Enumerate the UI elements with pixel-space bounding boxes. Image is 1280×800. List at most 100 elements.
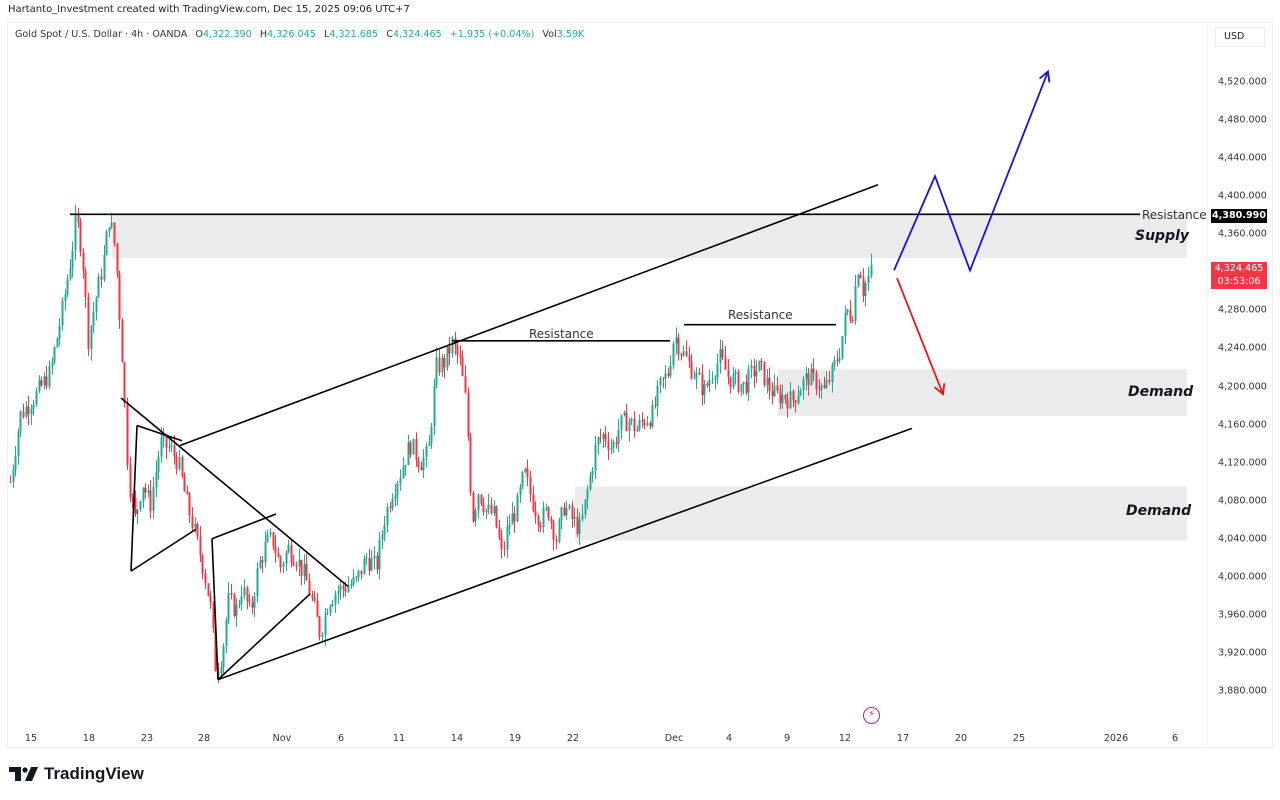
- candle-body: [807, 373, 810, 386]
- candle-body: [698, 372, 701, 375]
- candle-body: [818, 389, 821, 391]
- candle-body: [61, 300, 64, 326]
- candle-body: [144, 487, 147, 493]
- chart-credit: Hartanto_Investment created with Trading…: [8, 4, 410, 15]
- candle-body: [92, 311, 95, 327]
- candle-body: [116, 243, 119, 274]
- candle-body: [563, 507, 566, 516]
- price-tick: 3,960.000: [1218, 609, 1267, 621]
- candle-body: [45, 376, 48, 387]
- candle-body: [742, 381, 745, 385]
- candle-body: [103, 254, 106, 280]
- lightning-event-icon[interactable]: ⚡: [863, 707, 880, 724]
- change-value: +1.935 (+0.04%): [449, 29, 535, 40]
- candle-body: [638, 419, 641, 429]
- last-price: 4,324.465: [1214, 263, 1264, 274]
- candle-body: [214, 628, 217, 672]
- candle-body: [636, 428, 639, 432]
- candle-body: [355, 576, 358, 578]
- candle-body: [555, 539, 558, 542]
- symbol-name[interactable]: Gold Spot / U.S. Dollar · 4h · OANDA: [15, 29, 188, 40]
- candle-body: [565, 508, 568, 516]
- candle-body: [162, 434, 165, 438]
- candle-body: [376, 555, 379, 570]
- candle-body: [399, 477, 402, 484]
- candle-body: [378, 539, 381, 570]
- candle-body: [701, 374, 704, 396]
- price-tick: 3,920.000: [1218, 647, 1267, 659]
- candle-body: [672, 343, 675, 366]
- candle-body: [729, 376, 732, 388]
- candle-body: [727, 369, 730, 377]
- candle-body: [630, 418, 633, 422]
- candle-body: [870, 264, 873, 276]
- candle-body: [168, 446, 171, 448]
- time-tick: 15: [24, 733, 38, 744]
- candle-body: [147, 490, 150, 493]
- candle-body: [854, 286, 857, 322]
- candle-body: [25, 406, 28, 417]
- candle-body: [503, 548, 506, 550]
- candle-body: [758, 360, 761, 372]
- candle-body: [693, 378, 696, 380]
- candle-body: [591, 470, 594, 476]
- flag2-left-line: [211, 538, 219, 680]
- candle-body: [339, 585, 342, 592]
- candle-body: [274, 546, 277, 554]
- candle-body: [279, 557, 282, 568]
- candle-body: [695, 372, 698, 379]
- candle-body: [251, 602, 254, 608]
- time-tick: 6: [337, 733, 345, 744]
- candle-body: [12, 469, 15, 482]
- candle-body: [467, 392, 470, 437]
- tradingview-logo[interactable]: TradingView: [9, 764, 144, 784]
- candle-body: [864, 282, 867, 297]
- candle-body: [815, 372, 818, 390]
- candle-body: [789, 391, 792, 409]
- candle-body: [217, 671, 220, 674]
- candle-body: [825, 379, 828, 388]
- candle-body: [768, 377, 771, 392]
- candle-body: [373, 555, 376, 559]
- time-tick: 17: [896, 733, 910, 744]
- candle-body: [321, 634, 324, 637]
- candle-body: [581, 514, 584, 520]
- candle-body: [656, 385, 659, 406]
- candle-body: [118, 273, 121, 320]
- candle-body: [71, 250, 74, 268]
- candle-body: [175, 456, 178, 470]
- candle-body: [201, 555, 204, 574]
- candle-body: [680, 354, 683, 356]
- candle-body: [38, 380, 41, 391]
- candle-body: [9, 481, 12, 483]
- candle-body: [131, 496, 134, 498]
- candle-body: [464, 375, 467, 393]
- candle-body: [199, 536, 202, 556]
- candle-body: [532, 494, 535, 511]
- candle-body: [235, 604, 238, 616]
- currency-selector[interactable]: USD: [1215, 27, 1265, 47]
- candle-body: [862, 277, 865, 297]
- flag1-top-line: [136, 424, 183, 442]
- candle-body: [451, 338, 454, 354]
- candle-body: [207, 583, 210, 596]
- tradingview-logo-icon: [9, 767, 38, 781]
- candle-body: [209, 595, 212, 603]
- candle-body: [165, 434, 168, 448]
- candle-body: [524, 468, 527, 472]
- candle-body: [194, 523, 197, 529]
- candle-body: [420, 467, 423, 471]
- candle-body: [474, 510, 477, 522]
- candle-body: [461, 357, 464, 376]
- candle-body: [126, 402, 129, 466]
- candle-body: [253, 596, 256, 608]
- candle-body: [32, 404, 35, 410]
- time-tick: 18: [82, 733, 96, 744]
- candle-body: [711, 379, 714, 381]
- candle-body: [298, 559, 301, 567]
- high-value: 4,326.045: [267, 29, 316, 40]
- candle-body: [721, 349, 724, 358]
- candle-body: [724, 357, 727, 370]
- candle-body: [519, 487, 522, 496]
